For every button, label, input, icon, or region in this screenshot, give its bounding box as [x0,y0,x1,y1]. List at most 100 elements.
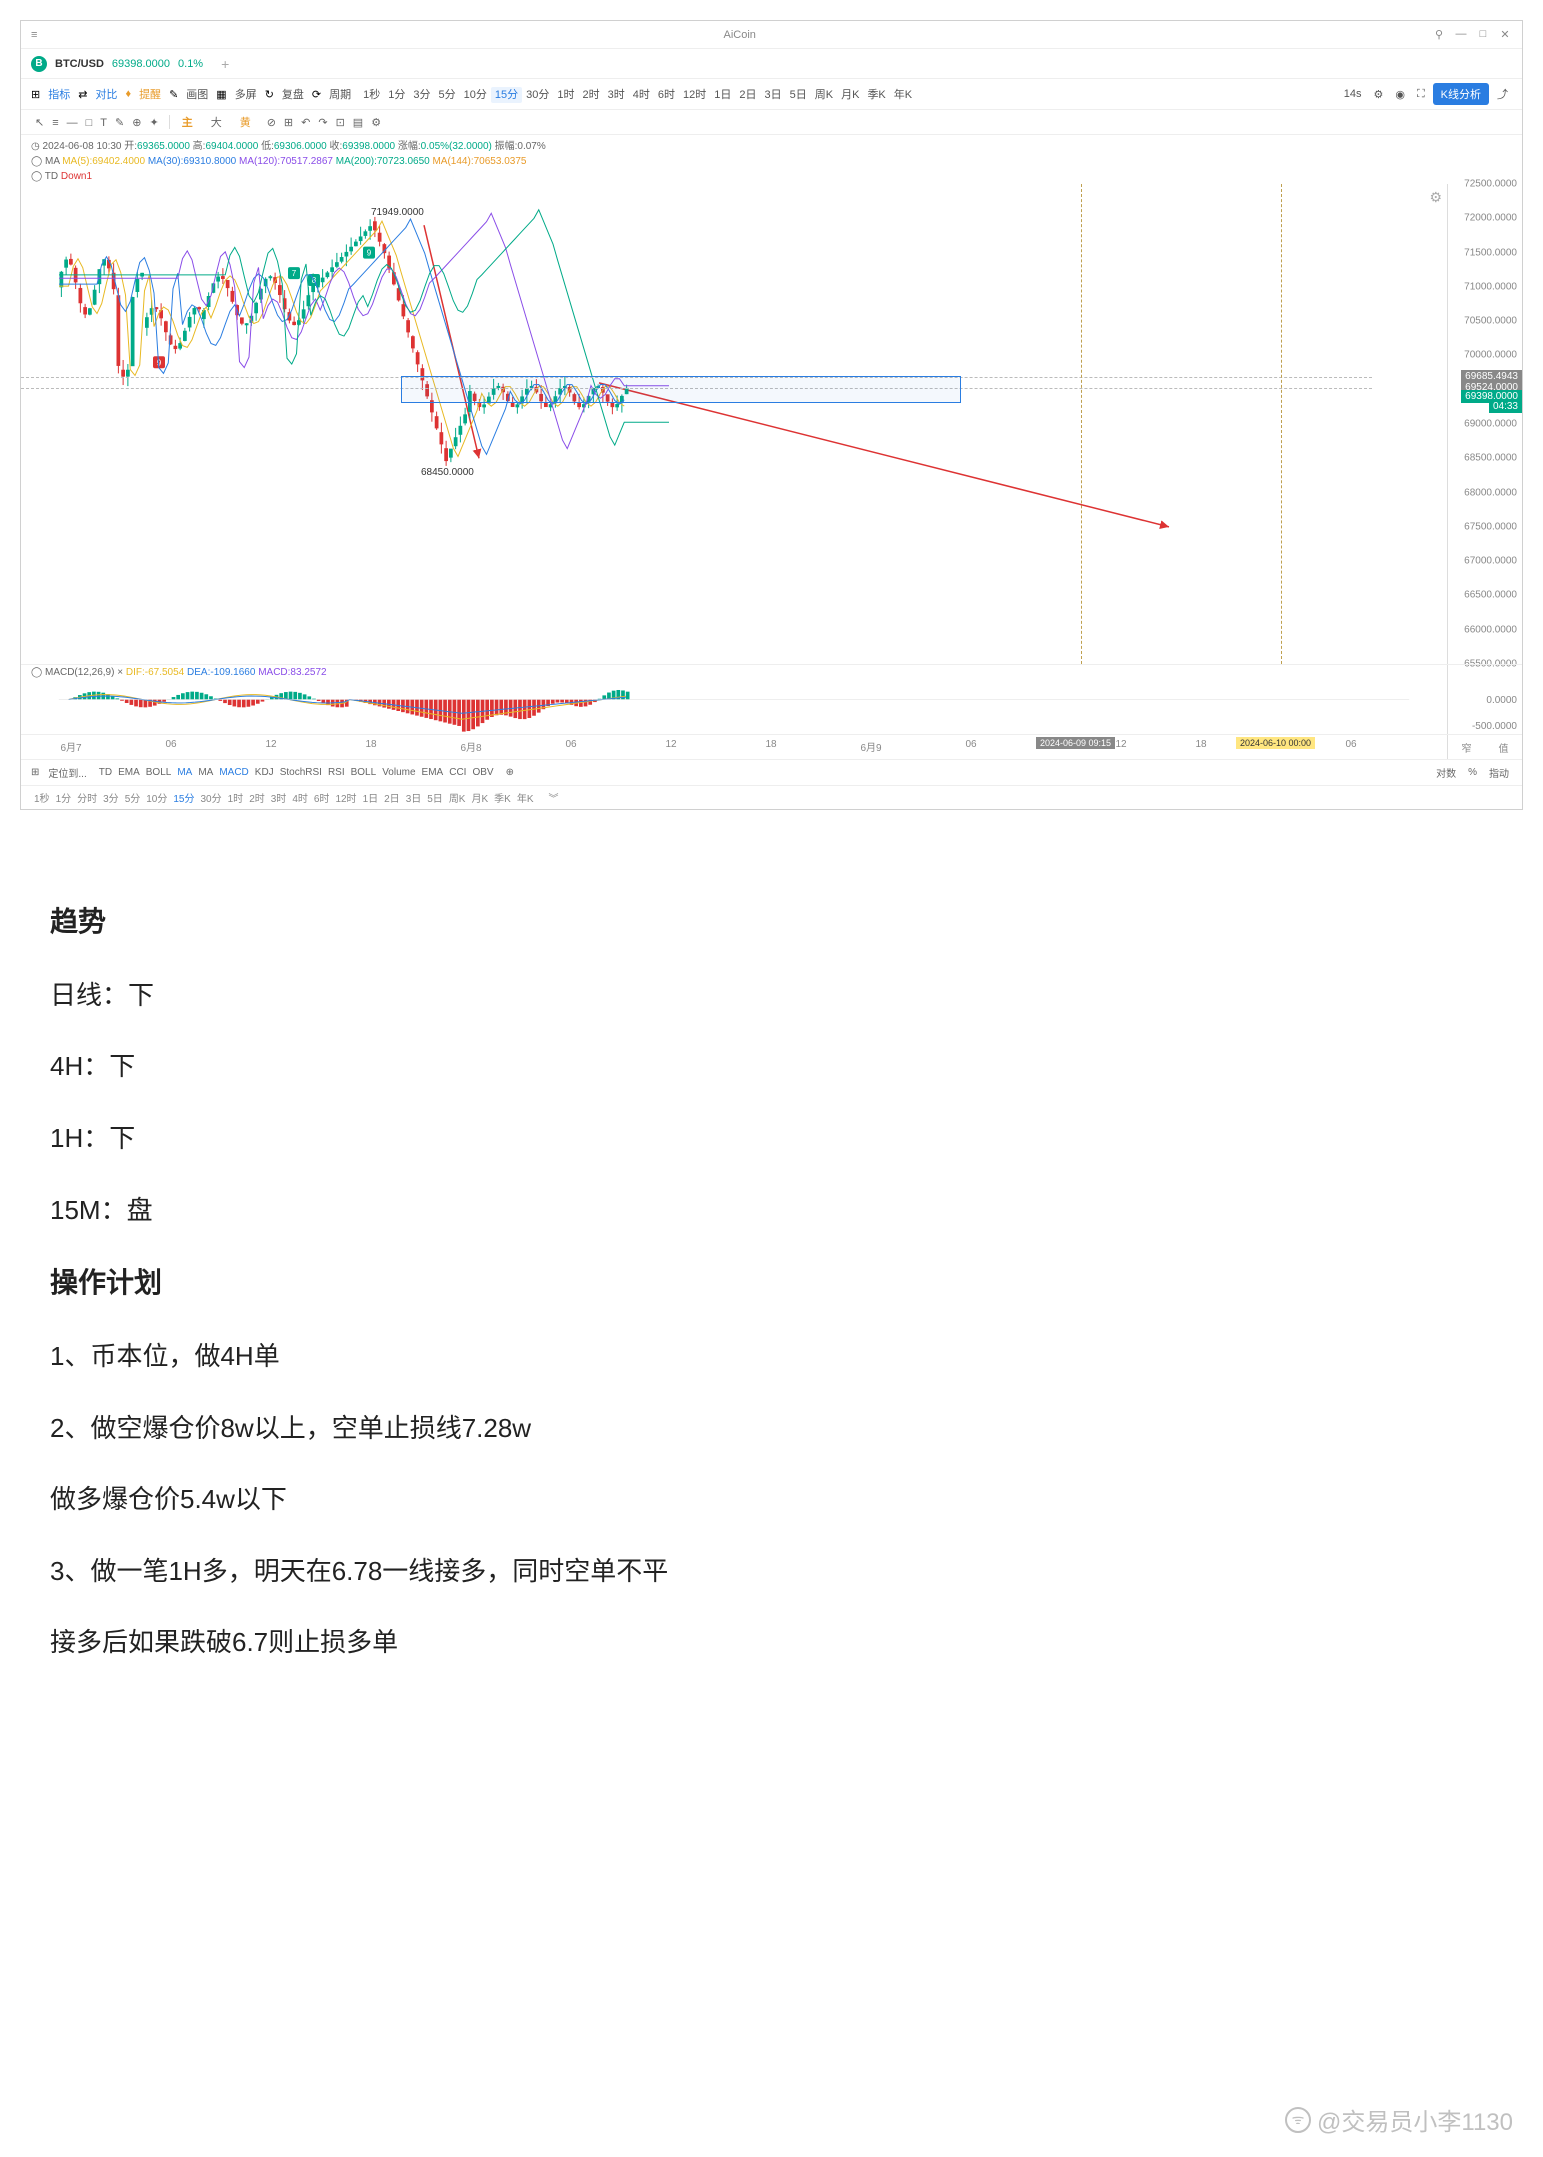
tf-bottom-5分[interactable]: 5分 [122,793,144,806]
log-toggle[interactable]: 对数 [1433,764,1459,781]
tf-6时[interactable]: 6时 [654,87,679,103]
tf-1时[interactable]: 1时 [553,87,578,103]
tf-bottom-3分[interactable]: 3分 [100,793,122,806]
tf-季K[interactable]: 季K [863,87,889,103]
share-icon[interactable]: ⤴ [1493,84,1512,104]
tf-bottom-周K[interactable]: 周K [446,793,469,806]
kline-analysis-button[interactable]: K线分析 [1433,83,1489,105]
close-button[interactable]: ✕ [1498,28,1512,41]
tb-multi[interactable]: 多屏 [231,84,261,104]
tf-2时[interactable]: 2时 [579,87,604,103]
tf-bottom-分时[interactable]: 分时 [74,793,100,806]
add-tab-button[interactable]: + [211,56,239,72]
fullscreen-icon[interactable]: ⛶ [1413,86,1429,103]
tf-年K[interactable]: 年K [890,87,916,103]
tf-bottom-3时[interactable]: 3时 [268,793,290,806]
tf-bottom-1分[interactable]: 1分 [53,793,75,806]
tf-bottom-年K[interactable]: 年K [514,793,537,806]
tf-1日[interactable]: 1日 [710,87,735,103]
pct-toggle[interactable]: % [1465,766,1480,779]
collapse-icon[interactable]: ︾ [549,790,559,805]
tb-replay[interactable]: 复盘 [278,84,308,104]
draw-tool-3[interactable]: □ [82,115,97,131]
draw-tool-2[interactable]: — [63,115,82,131]
draw-more-3[interactable]: ↷ [314,115,331,131]
tf-15分[interactable]: 15分 [491,87,522,103]
search-icon[interactable]: ⚲ [1432,28,1446,41]
indicator-boll[interactable]: BOLL [143,766,175,779]
tb-draw[interactable]: 画图 [182,84,212,104]
minimize-button[interactable]: — [1454,28,1468,41]
tb-compare[interactable]: 对比 [91,84,121,104]
tf-bottom-1秒[interactable]: 1秒 [31,793,53,806]
tf-30分[interactable]: 30分 [522,87,553,103]
tf-bottom-1日[interactable]: 1日 [360,793,382,806]
indicator-rsi[interactable]: RSI [325,766,348,779]
ticker-symbol[interactable]: BTC/USD [55,58,104,70]
indicator-ema[interactable]: EMA [115,766,143,779]
indicator-ma[interactable]: MA [174,766,195,779]
tf-10分[interactable]: 10分 [460,87,491,103]
tf-周K[interactable]: 周K [811,87,837,103]
tf-bottom-3日[interactable]: 3日 [403,793,425,806]
indicator-macd[interactable]: MACD [216,766,251,779]
indicator-obv[interactable]: OBV [469,766,496,779]
indicator-td[interactable]: TD [96,766,115,779]
maximize-button[interactable]: □ [1476,28,1490,41]
draw-tool-6[interactable]: ⊕ [128,115,145,131]
move-toggle[interactable]: 指动 [1486,764,1512,781]
indicator-ma[interactable]: MA [195,766,216,779]
chart-area[interactable]: 9789 ⚙ 71949.000068450.0000 72500.000072… [21,184,1522,664]
draw-tool-4[interactable]: T [96,115,111,131]
tf-bottom-30分[interactable]: 30分 [198,793,225,806]
indicator-ema[interactable]: EMA [419,766,447,779]
indicator-cci[interactable]: CCI [446,766,469,779]
locate-icon[interactable]: ⊞ [31,767,39,778]
draw-more-1[interactable]: ⊞ [280,115,297,131]
draw-more-6[interactable]: ⚙ [367,115,385,131]
tf-4时[interactable]: 4时 [629,87,654,103]
tf-bottom-10分[interactable]: 10分 [143,793,170,806]
draw-tool-0[interactable]: ↖ [31,115,48,131]
tf-5分[interactable]: 5分 [435,87,460,103]
tf-bottom-12时[interactable]: 12时 [332,793,359,806]
tf-3日[interactable]: 3日 [761,87,786,103]
zoom-big[interactable]: 大 [205,113,228,131]
tb-cycle[interactable]: 周期 [325,84,355,104]
draw-more-2[interactable]: ↶ [297,115,314,131]
camera-icon[interactable]: ◉ [1391,86,1409,103]
tb-indicator[interactable]: 指标 [44,84,74,104]
add-indicator-icon[interactable]: ⊕ [503,766,517,779]
draw-more-0[interactable]: ⊘ [263,115,280,131]
tf-bottom-4时[interactable]: 4时 [289,793,311,806]
tf-bottom-2时[interactable]: 2时 [246,793,268,806]
zoom-huang[interactable]: 黄 [234,113,257,131]
indicator-volume[interactable]: Volume [379,766,418,779]
tf-bottom-2日[interactable]: 2日 [381,793,403,806]
tf-bottom-6时[interactable]: 6时 [311,793,333,806]
indicator-boll[interactable]: BOLL [348,766,380,779]
xaxis-value[interactable]: 值 [1499,740,1509,755]
tf-月K[interactable]: 月K [837,87,863,103]
tb-alert[interactable]: 提醒 [135,84,165,104]
indicator-stochrsi[interactable]: StochRSI [277,766,325,779]
menu-icon[interactable]: ≡ [21,29,47,41]
locate-button[interactable]: 定位到... [45,764,89,781]
tf-5日[interactable]: 5日 [786,87,811,103]
draw-tool-5[interactable]: ✎ [111,115,128,131]
tf-12时[interactable]: 12时 [679,87,710,103]
draw-more-4[interactable]: ⊡ [332,115,349,131]
tf-2日[interactable]: 2日 [735,87,760,103]
draw-tool-7[interactable]: ✦ [145,115,162,131]
tf-1分[interactable]: 1分 [384,87,409,103]
draw-more-5[interactable]: ▤ [349,115,367,131]
tf-3分[interactable]: 3分 [409,87,434,103]
xaxis-narrow[interactable]: 窄 [1462,740,1472,755]
draw-tool-1[interactable]: ≡ [48,115,62,131]
tf-bottom-季K[interactable]: 季K [491,793,514,806]
indicator-kdj[interactable]: KDJ [252,766,277,779]
chart-settings-icon[interactable]: ⚙ [1429,189,1442,206]
tf-3时[interactable]: 3时 [604,87,629,103]
tf-1秒[interactable]: 1秒 [359,87,384,103]
zoom-main[interactable]: 主 [176,113,199,131]
